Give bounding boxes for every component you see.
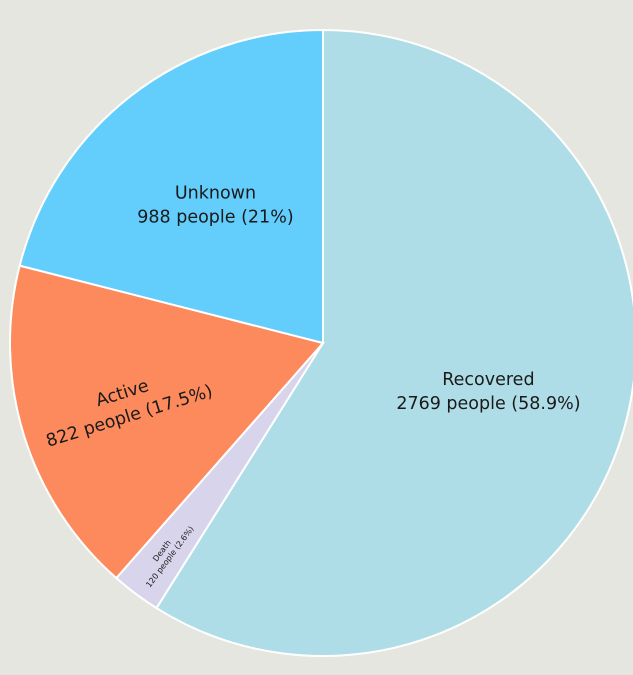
pie-slice-unknown (18, 28, 324, 345)
pie-label-unknown: Unknown 988 people (21%) (137, 184, 293, 228)
pie-label-name: Recovered (442, 370, 534, 390)
pie-slice-active (9, 264, 325, 580)
pie-label-detail: 988 people (21%) (137, 208, 293, 228)
pie-label-name: Unknown (175, 184, 256, 204)
pie-slice-recovered (155, 28, 633, 657)
pie-label-detail: 2769 people (58.9%) (396, 394, 580, 414)
pie-label-recovered: Recovered 2769 people (58.9%) (396, 370, 580, 414)
